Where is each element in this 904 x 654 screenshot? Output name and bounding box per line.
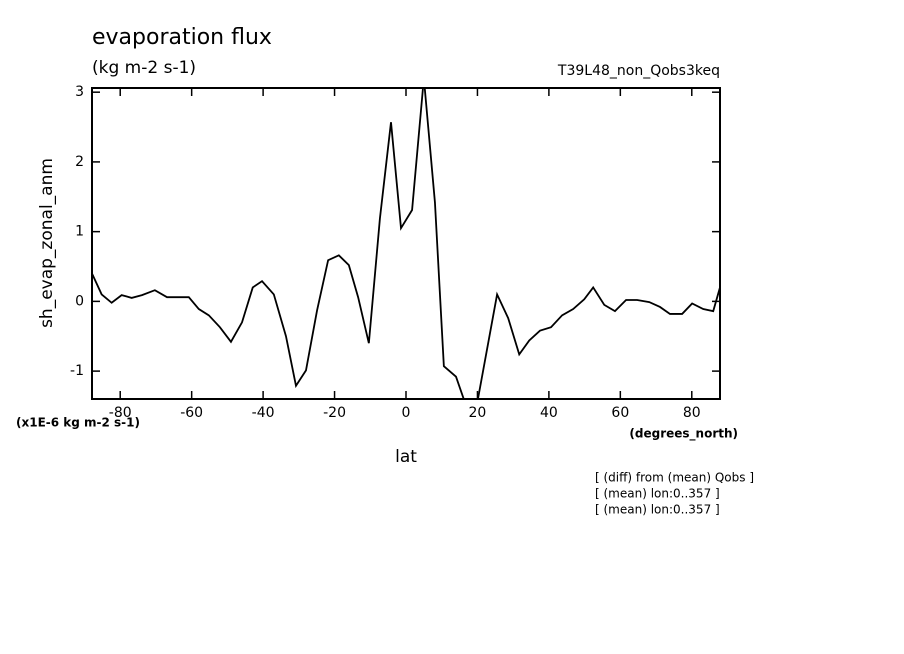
y-units: (x1E-6 kg m-2 s-1) (16, 416, 140, 430)
note: [ (diff) from (mean) Qobs ] (595, 471, 754, 485)
x-axis-label: lat (395, 447, 417, 467)
y-tick-label: 1 (75, 224, 84, 240)
subtitle: (kg m-2 s-1) (92, 58, 196, 78)
y-tick-label: 0 (75, 293, 84, 309)
x-tick-label: -40 (252, 405, 275, 421)
x-tick-label: -60 (180, 405, 203, 421)
y-tick-label: -1 (70, 363, 84, 379)
note: [ (mean) lon:0..357 ] (595, 487, 720, 501)
note: [ (mean) lon:0..357 ] (595, 503, 720, 517)
x-tick-label: 20 (469, 405, 487, 421)
y-tick-label: 2 (75, 154, 84, 170)
data-line (92, 88, 720, 399)
x-tick-label: 60 (611, 405, 629, 421)
x-tick-label: -20 (323, 405, 346, 421)
x-units: (degrees_north) (629, 427, 738, 442)
plot-area (92, 88, 720, 399)
x-tick-label: 80 (683, 405, 701, 421)
x-tick-label: -80 (109, 405, 132, 421)
run-label: T39L48_non_Qobs3keq (557, 63, 720, 79)
chart-title: evaporation flux (92, 25, 272, 50)
y-axis-label: sh_evap_zonal_anm (37, 158, 57, 328)
y-tick-label: 3 (75, 84, 84, 100)
x-tick-label: 0 (402, 405, 411, 421)
plot-frame (91, 87, 721, 400)
x-tick-label: 40 (540, 405, 558, 421)
